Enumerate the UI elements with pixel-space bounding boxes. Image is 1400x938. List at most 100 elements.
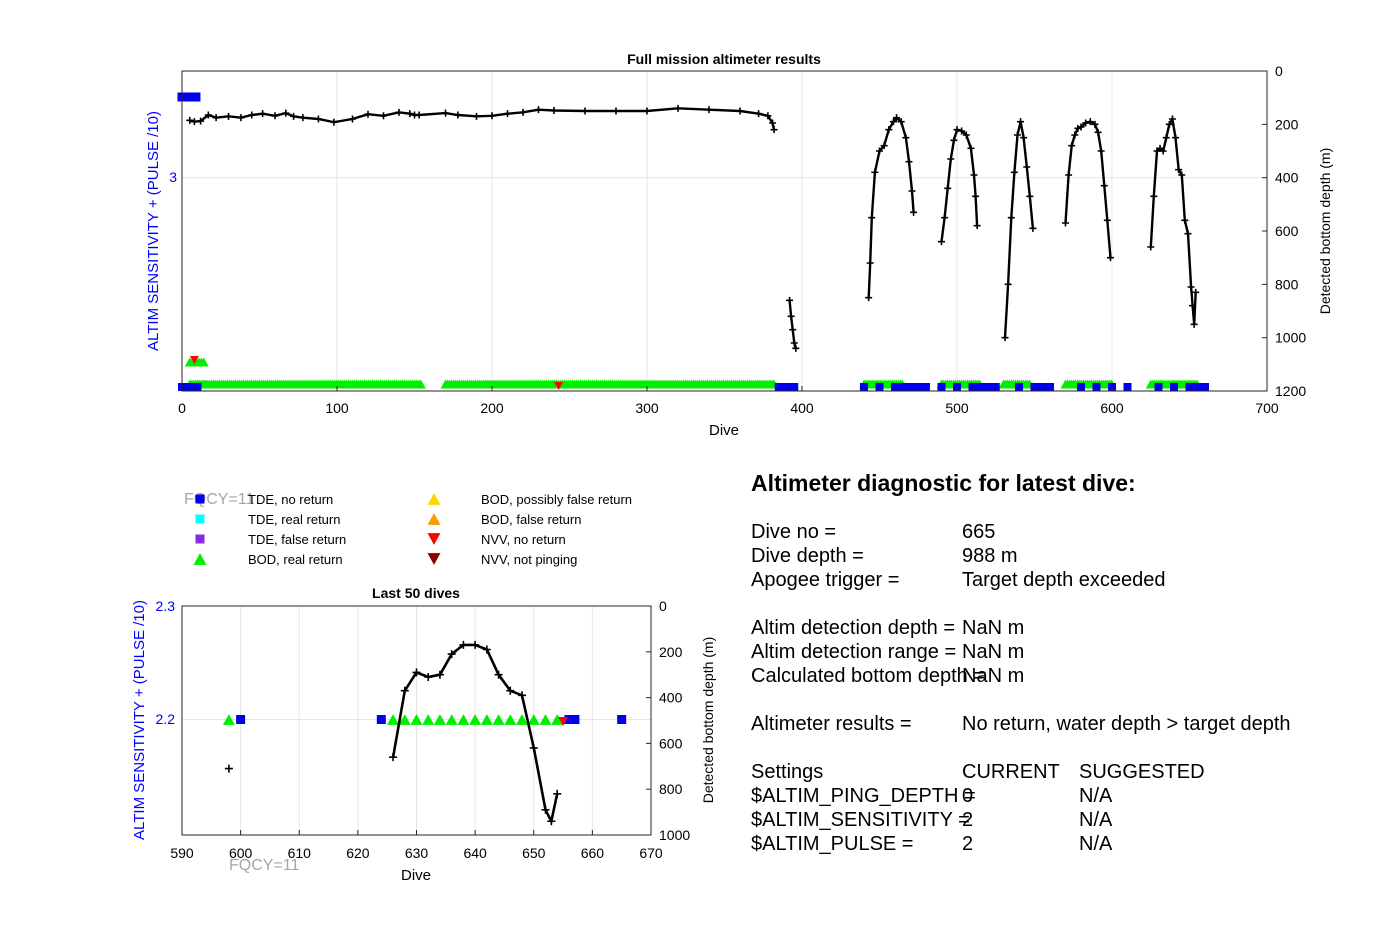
pulse-suggested: N/A xyxy=(1079,833,1113,855)
top-depth-point xyxy=(504,110,511,118)
legend-marker-triangle-up xyxy=(427,493,441,505)
suggested-column-label: SUGGESTED xyxy=(1079,761,1205,783)
top-depth-point xyxy=(1062,219,1069,227)
bottom-depth-line xyxy=(391,643,559,826)
top-depth-point xyxy=(1001,334,1009,342)
legend-marker-triangle-down xyxy=(427,533,441,545)
bottom-depth-point xyxy=(224,764,233,773)
top-depth-point xyxy=(1026,192,1034,200)
bottom-bod-real-marker xyxy=(222,714,235,725)
top-right-axis-label: Detected bottom depth (m) xyxy=(1317,148,1333,315)
top-depth-point xyxy=(330,118,338,126)
bottom-right-ticks: 0 200 400 600 800 1000 xyxy=(646,598,690,843)
top-depth-point xyxy=(764,112,772,120)
diagnostic-title: Altimeter diagnostic for latest dive: xyxy=(751,470,1136,496)
top-right-tick-label: 800 xyxy=(1275,276,1299,292)
top-depth-point xyxy=(1023,163,1031,171)
top-bod-real-marker xyxy=(415,379,426,389)
top-depth-point xyxy=(865,294,873,302)
diagnostic-panel: Altimeter diagnostic for latest dive: Di… xyxy=(751,470,1381,870)
top-left-tick-3: 3 xyxy=(169,169,177,185)
bottom-bod-real-marker xyxy=(457,714,470,725)
ping-depth-suggested: N/A xyxy=(1079,785,1113,807)
bottom-depth-point xyxy=(400,686,409,695)
top-depth-point xyxy=(1189,302,1197,310)
top-depth-point xyxy=(186,116,194,124)
legend-items: TDE, no return TDE, real return TDE, false… xyxy=(193,492,632,567)
legend-item-label: BOD, false return xyxy=(481,512,581,527)
top-depth-point xyxy=(442,109,449,117)
top-tde-noreturn-marker xyxy=(191,92,201,102)
top-depth-point xyxy=(454,111,462,119)
top-depth-point xyxy=(1103,216,1111,224)
bottom-right-tick-label: 1000 xyxy=(659,827,690,843)
top-depth-point xyxy=(885,126,893,134)
top-depth-point xyxy=(581,107,589,115)
top-depth-point xyxy=(1013,131,1021,139)
bottom-bod-real-marker xyxy=(516,714,529,725)
top-nvv-noreturn-marker xyxy=(189,355,199,365)
dive-depth-value: 988 m xyxy=(962,545,1018,567)
pulse-current: 2 xyxy=(962,833,974,855)
top-depth-point xyxy=(1086,118,1094,126)
top-depth-point xyxy=(380,112,387,120)
top-depth-point xyxy=(1091,120,1099,128)
top-depth-point xyxy=(1097,147,1105,155)
top-x-ticks: 0 100 200 300 400 500 600 700 xyxy=(178,386,1279,416)
bottom-depth-point xyxy=(494,670,503,679)
top-tde-noreturn-marker xyxy=(776,383,785,391)
detection-depth-label: Altim detection depth = xyxy=(751,617,956,639)
bottom-x-ticks: 590 600 610 620 630 640 650 660 670 xyxy=(170,830,663,861)
top-depth-point xyxy=(1165,120,1173,128)
top-depth-point xyxy=(1100,182,1108,190)
top-tde-noreturn-marker xyxy=(906,383,915,391)
top-depth-point xyxy=(415,111,423,119)
top-tde-noreturn-marker xyxy=(898,383,907,391)
top-depth-point xyxy=(190,118,198,126)
bottom-tde-noreturn-marker xyxy=(376,715,386,724)
bottom-right-axis-label: Detected bottom depth (m) xyxy=(700,637,716,804)
bottom-depth-point xyxy=(553,789,562,798)
top-right-tick-label: 200 xyxy=(1275,116,1299,132)
top-x-tick-label: 600 xyxy=(1100,400,1124,416)
top-depth-point xyxy=(406,110,414,118)
top-x-axis-label: Dive xyxy=(709,422,739,439)
top-depth-point xyxy=(1184,230,1192,238)
bottom-left-axis-label: ALTIM SENSITIVITY + (PULSE /10) xyxy=(131,600,148,840)
top-depth-point xyxy=(893,114,901,122)
bottom-tde-noreturn-marker xyxy=(617,715,627,724)
top-depth-point xyxy=(947,155,955,163)
bottom-x-tick-label: 590 xyxy=(170,845,194,861)
top-depth-point xyxy=(910,208,918,216)
bottom-bod-real-marker xyxy=(410,714,423,725)
top-tde-noreturn-marker xyxy=(1030,383,1039,391)
bottom-bod-real-marker xyxy=(527,714,540,725)
top-tde-noreturn-marker xyxy=(1015,383,1023,391)
top-depth-point xyxy=(204,111,212,119)
top-x-tick-label: 300 xyxy=(635,400,659,416)
top-right-tick-label: 400 xyxy=(1275,170,1299,186)
top-right-tick-label: 600 xyxy=(1275,223,1299,239)
bottom-x-tick-label: 620 xyxy=(346,845,370,861)
bottom-x-tick-label: 640 xyxy=(463,845,487,861)
top-depth-point xyxy=(1172,134,1180,142)
top-tde-noreturn-marker xyxy=(968,383,977,391)
top-tde-noreturn-marker xyxy=(914,383,923,391)
bottom-bod-real-marker xyxy=(469,714,482,725)
bottom-fqcy-label: FQCY=11 xyxy=(229,857,300,874)
legend-item-label: BOD, real return xyxy=(248,552,343,567)
bottom-depth-point xyxy=(435,670,444,679)
top-depth-point xyxy=(1020,134,1028,142)
top-depth-point xyxy=(941,214,949,222)
top-depth-point xyxy=(792,344,800,352)
top-tde-noreturn-marker xyxy=(1185,383,1194,391)
top-tde-noreturn-marker xyxy=(193,383,202,391)
results-value: No return, water depth > target depth xyxy=(962,713,1291,735)
top-plot-area xyxy=(182,71,1267,391)
top-depth-point xyxy=(225,112,232,120)
ping-depth-label: $ALTIM_PING_DEPTH = xyxy=(751,785,976,807)
top-depth-point xyxy=(395,108,403,116)
bottom-bod-real-marker xyxy=(422,714,435,725)
top-tde-noreturn-marker xyxy=(1046,383,1054,391)
top-depth-point xyxy=(755,110,763,118)
